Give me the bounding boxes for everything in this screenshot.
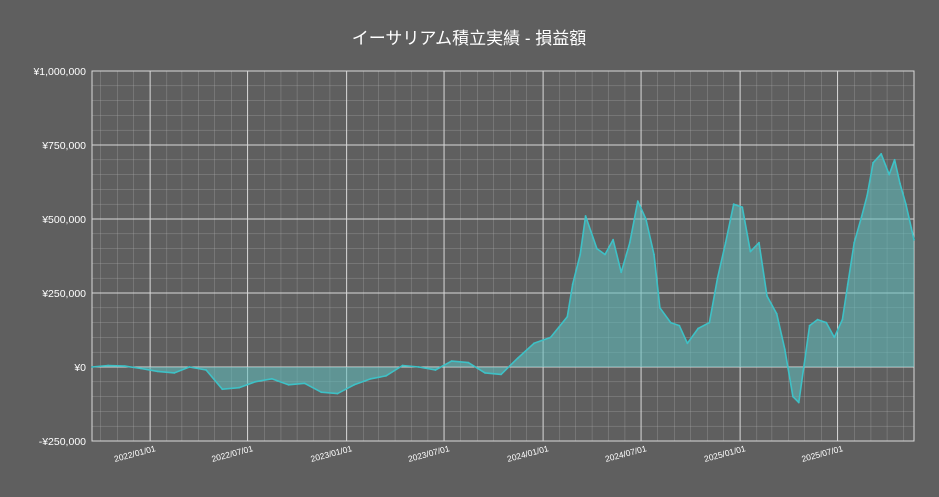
chart-title: イーサリアム積立実績 - 損益額 [352, 29, 587, 48]
data-point [628, 241, 631, 244]
data-point [825, 321, 828, 324]
data-point [716, 277, 719, 280]
data-point [320, 391, 323, 394]
data-point [872, 161, 874, 164]
y-tick-label: ¥250,000 [41, 288, 86, 300]
data-point [385, 375, 387, 377]
data-point [516, 357, 519, 359]
y-tick-label: ¥500,000 [41, 214, 86, 226]
data-point [221, 388, 224, 391]
data-point [833, 336, 836, 339]
data-point [303, 382, 306, 385]
data-point [369, 377, 372, 380]
data-point [123, 365, 126, 367]
data-point [107, 364, 109, 367]
x-tick-label: 2022/01/01 [113, 443, 157, 464]
data-point [792, 395, 794, 398]
data-point [270, 377, 273, 380]
data-point [724, 241, 727, 244]
data-point [697, 327, 699, 330]
x-tick-label: 2024/07/01 [604, 443, 648, 464]
data-point [708, 321, 711, 324]
data-point [254, 380, 256, 383]
data-point [808, 324, 811, 327]
x-axis-ticks: 2022/01/01 2022/07/01 2023/01/01 2023/07/01… [113, 443, 844, 464]
data-point [669, 321, 672, 324]
y-tick-label: -¥250,000 [39, 436, 86, 448]
data-point [880, 153, 883, 155]
data-point [775, 312, 778, 315]
x-tick-label: 2024/01/01 [506, 443, 550, 464]
data-point [758, 241, 760, 244]
data-point [579, 253, 582, 256]
data-point [484, 372, 486, 374]
profit-area-fill [92, 153, 914, 403]
data-point [860, 215, 863, 217]
data-point [188, 366, 191, 368]
plot-series [91, 153, 915, 404]
x-tick-label: 2023/07/01 [407, 443, 451, 464]
x-tick-label: 2022/07/01 [210, 443, 254, 464]
data-point [893, 158, 896, 161]
data-point [797, 401, 800, 404]
data-point [749, 250, 752, 253]
data-point [653, 253, 655, 256]
data-point [287, 383, 290, 386]
data-point [910, 227, 913, 229]
data-point [596, 247, 598, 250]
y-tick-label: ¥0 [73, 362, 86, 374]
data-point [620, 271, 623, 274]
data-point [612, 238, 614, 241]
data-point [645, 218, 647, 220]
data-point [238, 386, 240, 389]
y-axis-ticks: -¥250,000 ¥0 ¥250,000 ¥500,000 ¥750,000 ¥1,00… [32, 66, 86, 448]
data-point [336, 392, 339, 395]
data-point [467, 361, 470, 364]
data-point [783, 348, 786, 351]
y-tick-label: ¥1,000,000 [32, 66, 86, 78]
data-point [846, 283, 849, 285]
data-point [140, 367, 142, 370]
data-point [571, 283, 574, 285]
data-point [173, 372, 176, 374]
data-point [604, 253, 606, 256]
data-point [500, 373, 502, 376]
data-point [156, 370, 159, 373]
data-point [401, 364, 404, 367]
data-point [533, 342, 535, 345]
data-point [450, 360, 453, 362]
data-point [566, 315, 569, 318]
data-point [678, 324, 681, 327]
data-point [205, 369, 208, 371]
data-point [766, 295, 768, 297]
data-point [913, 238, 915, 241]
data-point [741, 206, 744, 209]
data-point [434, 369, 437, 371]
data-point [905, 203, 907, 206]
data-point [866, 194, 869, 197]
data-point [816, 318, 819, 321]
data-point [853, 241, 856, 244]
x-tick-label: 2025/07/01 [800, 443, 844, 464]
data-point [353, 383, 356, 386]
y-tick-label: ¥750,000 [41, 140, 86, 152]
data-point [888, 173, 891, 176]
data-point [584, 215, 587, 217]
data-point [732, 203, 735, 206]
data-point [549, 336, 552, 339]
data-point [841, 318, 844, 321]
data-point [417, 366, 420, 368]
data-point [636, 200, 639, 203]
data-point [899, 182, 901, 185]
data-point [659, 306, 661, 309]
data-point [686, 342, 689, 345]
x-tick-label: 2025/01/01 [703, 443, 747, 464]
data-point [91, 366, 93, 368]
x-tick-label: 2023/01/01 [309, 443, 353, 464]
